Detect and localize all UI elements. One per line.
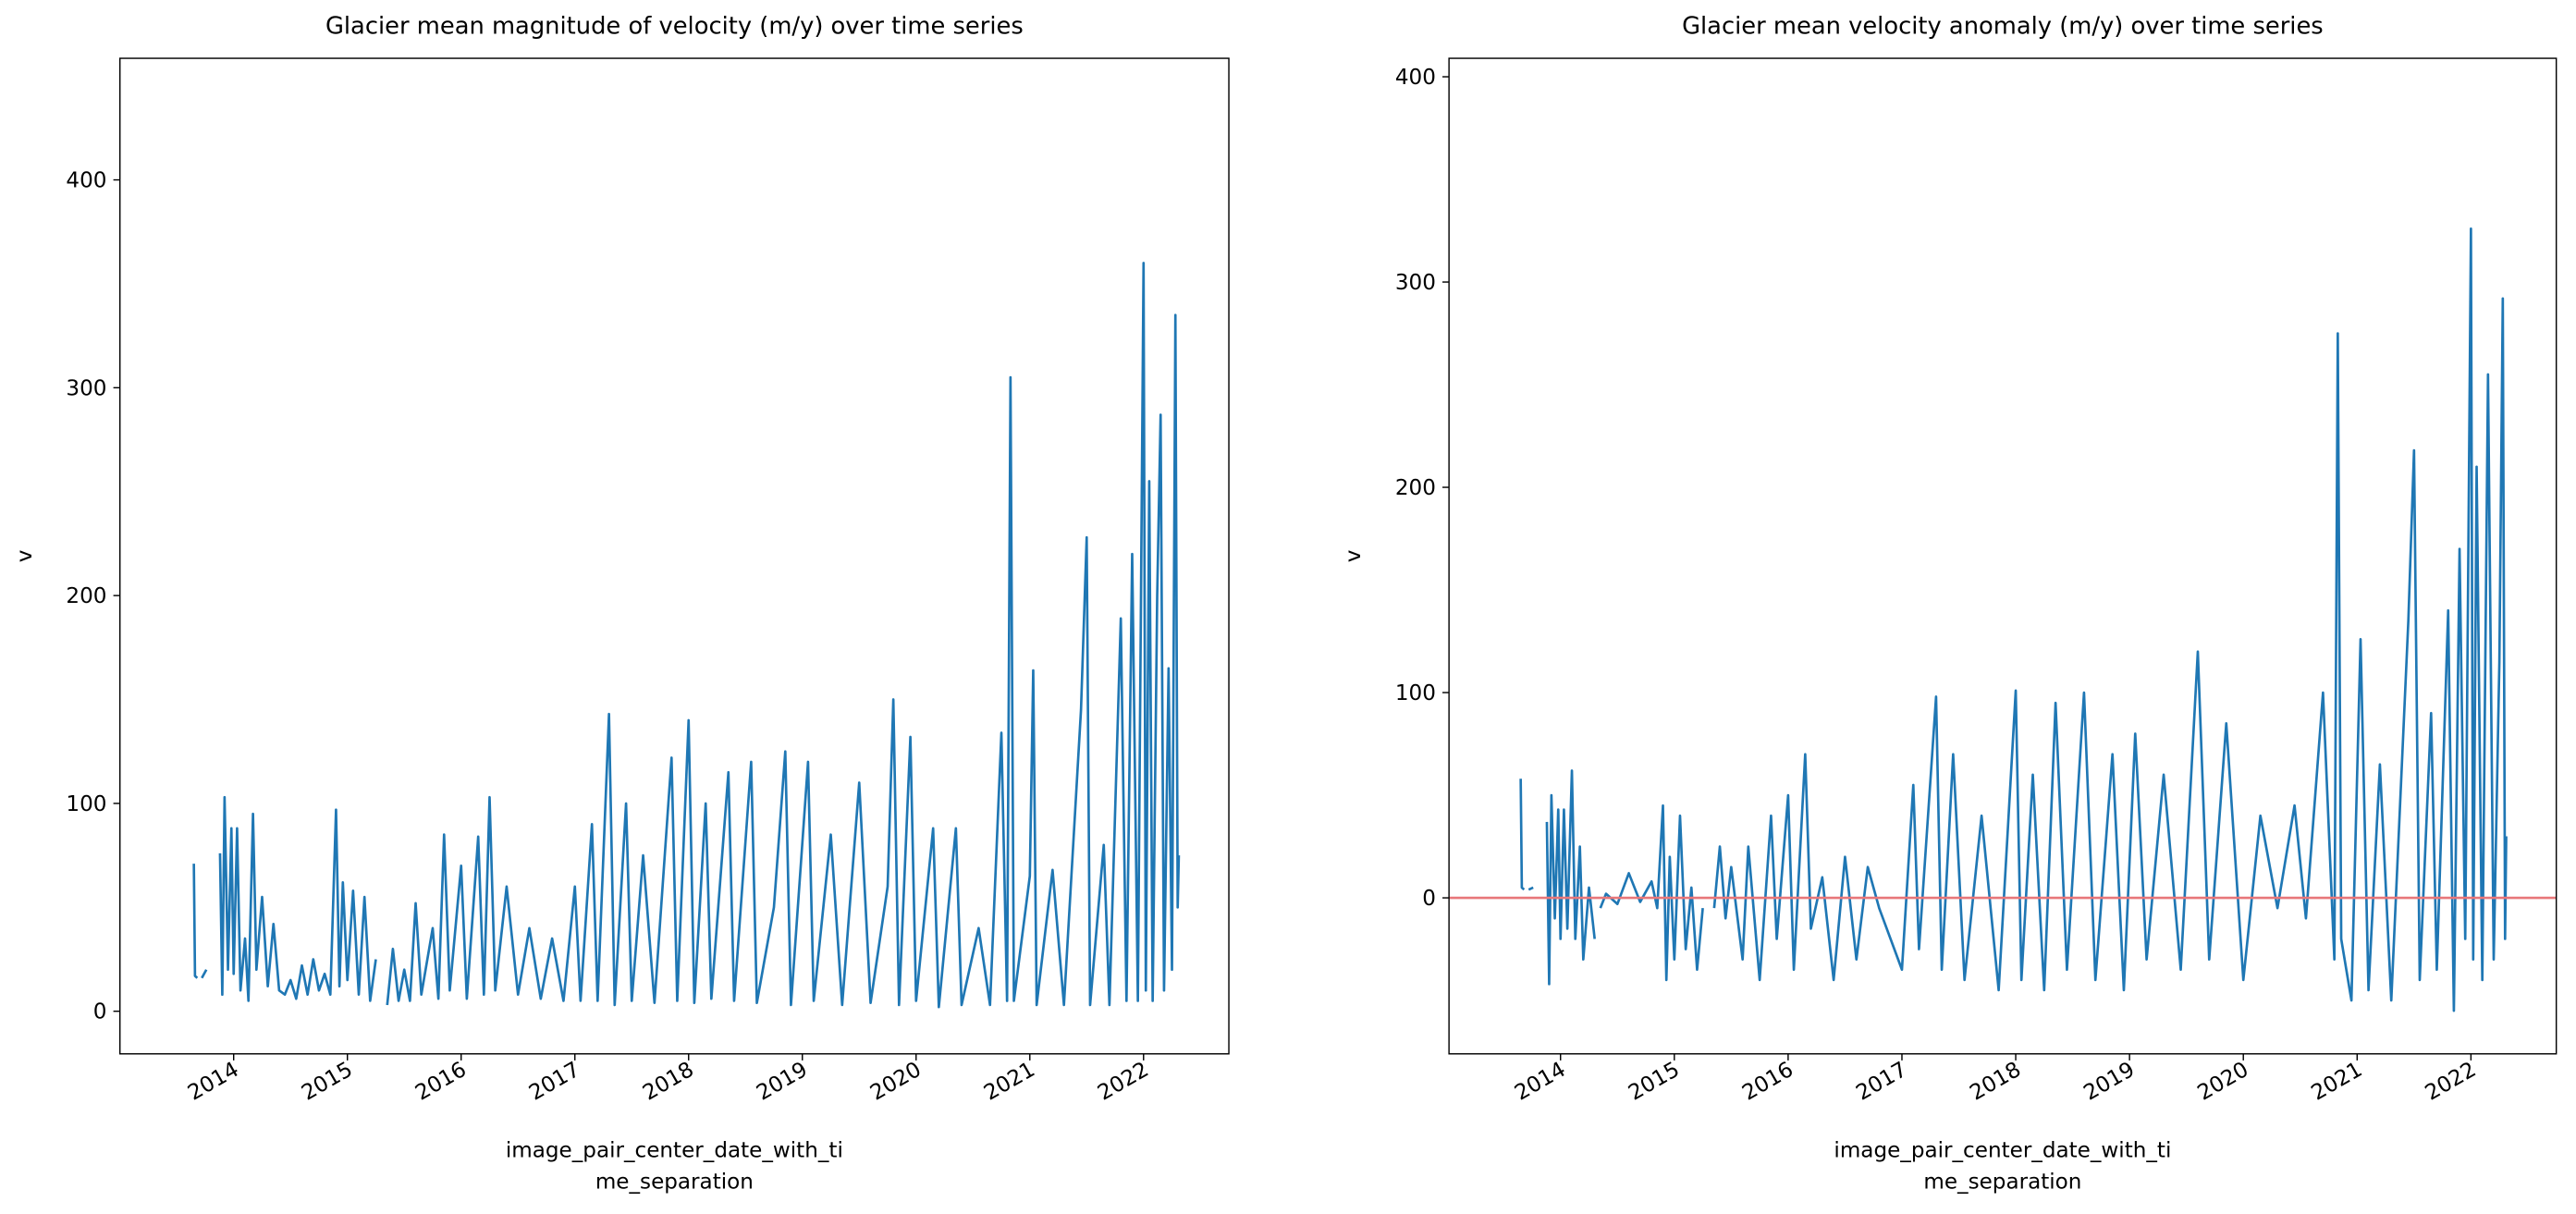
x-tick-label: 2019 [753,1058,812,1106]
x-tick-label: 2020 [866,1058,926,1106]
x-tick-label: 2018 [639,1058,698,1106]
x-tick-label: 2015 [298,1058,357,1106]
x-tick-label: 2021 [980,1058,1039,1106]
plot-frame [1448,57,2558,1055]
y-tick-label: 0 [1422,887,1436,911]
data-line [1519,227,2508,1012]
x-tick-label: 2014 [184,1058,243,1106]
x-tick-label: 2022 [2422,1058,2481,1106]
y-tick-label: 100 [66,792,106,816]
y-tick-label: 400 [66,169,106,193]
y-tick-label: 200 [1395,476,1436,500]
y-axis-label: v [1342,550,1366,563]
data-line [192,262,1181,1009]
chart-title: Glacier mean velocity anomaly (m/y) over… [1682,12,2324,40]
x-tick-label: 2015 [1625,1058,1684,1106]
x-tick-label: 2017 [525,1058,584,1106]
x-axis-label: image_pair_center_date_with_ti [506,1139,843,1163]
y-tick-label: 400 [1395,66,1436,90]
y-tick-label: 0 [93,1000,107,1024]
x-axis-label: me_separation [595,1170,754,1194]
plot-frame [118,57,1230,1055]
x-tick-label: 2020 [2193,1058,2252,1106]
y-tick-label: 300 [66,376,106,400]
x-tick-label: 2014 [1511,1058,1570,1106]
y-axis-label: v [13,550,37,563]
x-axis-label: me_separation [1923,1170,2081,1194]
x-tick-label: 2017 [1852,1058,1911,1106]
x-tick-label: 2021 [2308,1058,2367,1106]
x-tick-label: 2016 [411,1058,471,1106]
x-tick-label: 2018 [1966,1058,2025,1106]
y-tick-label: 200 [66,584,106,608]
x-axis-label: image_pair_center_date_with_ti [1834,1139,2171,1163]
x-tick-label: 2019 [2079,1058,2139,1106]
y-tick-label: 100 [1395,681,1436,705]
y-tick-label: 300 [1395,271,1436,295]
x-tick-label: 2022 [1094,1058,1153,1106]
x-tick-label: 2016 [1738,1058,1797,1106]
chart-title: Glacier mean magnitude of velocity (m/y)… [325,12,1024,40]
